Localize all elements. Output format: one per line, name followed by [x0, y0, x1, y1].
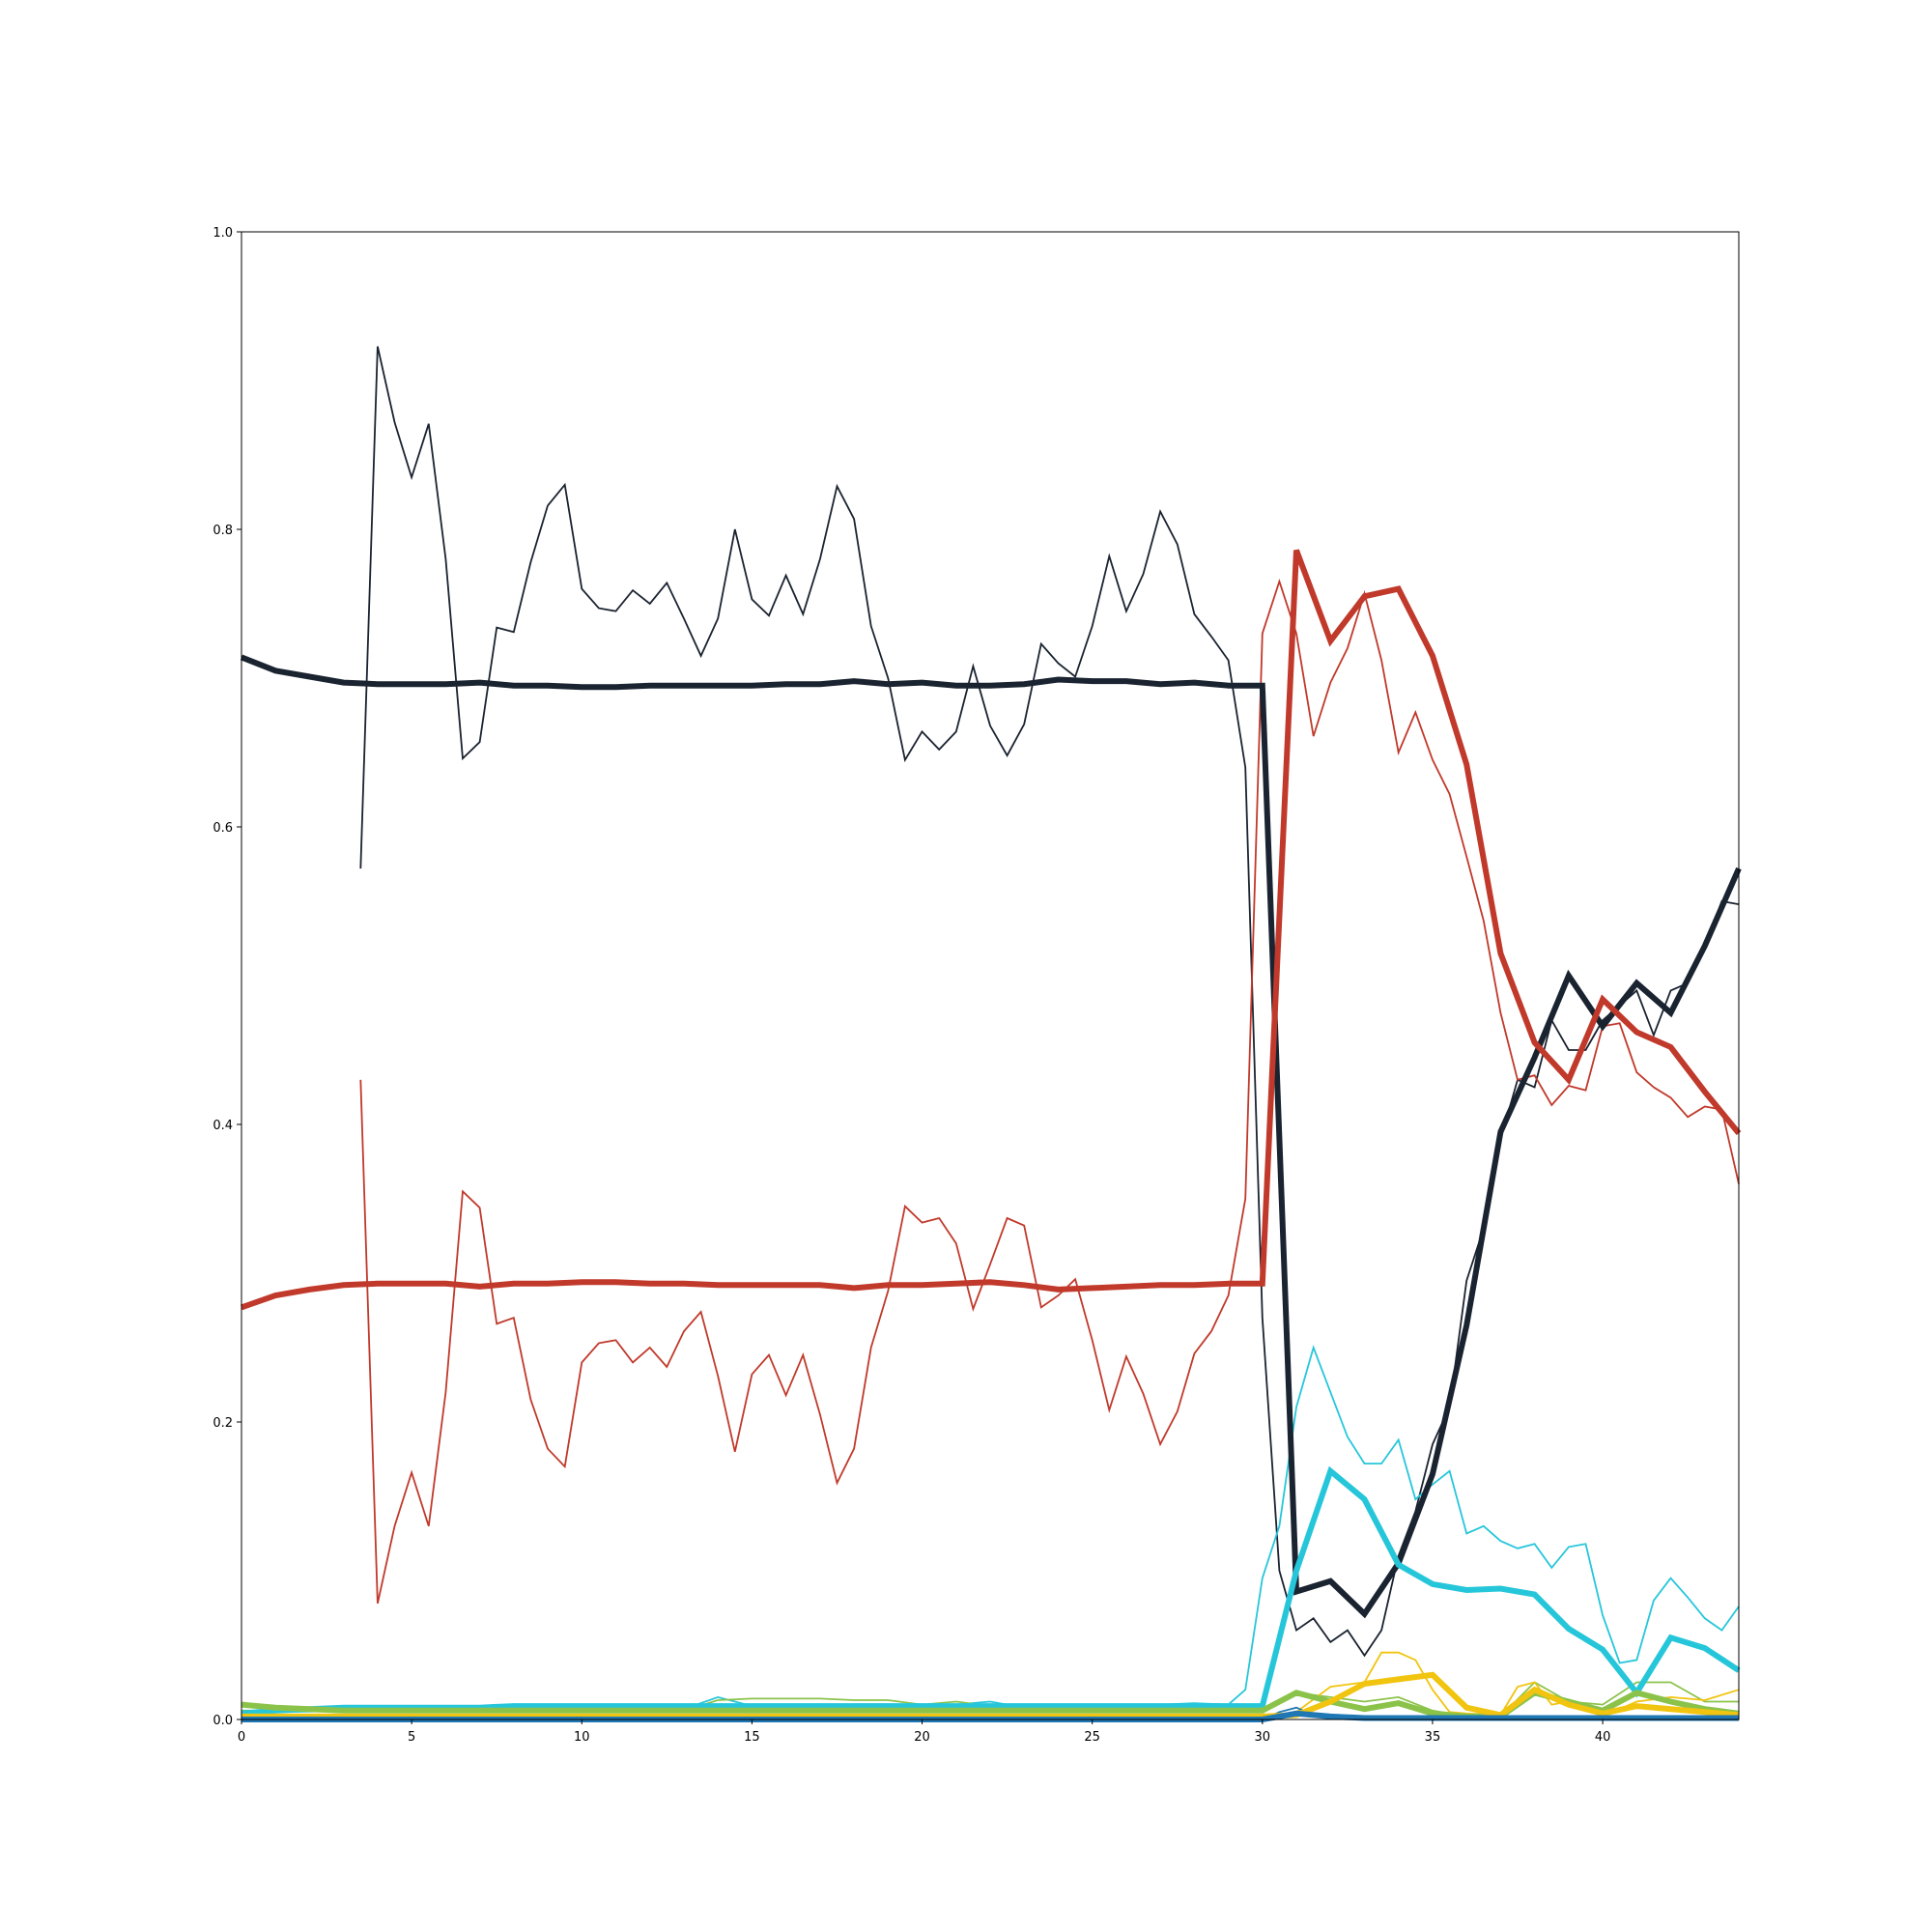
- series-line-1-thick: [240, 654, 1742, 1619]
- y-tick-label: 0.4: [213, 1119, 233, 1133]
- y-tick-label: 0.6: [213, 821, 233, 836]
- plot-frame: [241, 231, 1740, 1720]
- series-line-3-thick: [241, 549, 1742, 1311]
- y-tick-label: 0.0: [213, 1714, 233, 1728]
- x-tick-label: 40: [1595, 1730, 1611, 1745]
- series-layer: [240, 346, 1742, 1722]
- x-tick-label: 25: [1084, 1730, 1100, 1745]
- x-tick-label: 15: [744, 1730, 760, 1745]
- y-tick-label: 0.8: [213, 524, 233, 538]
- series-line-5-thick: [241, 1465, 1741, 1717]
- x-tick-label: 35: [1425, 1730, 1441, 1745]
- series-line-9-thick: [242, 1671, 1740, 1719]
- y-tick-label: 0.2: [213, 1416, 233, 1431]
- x-tick-label: 20: [914, 1730, 930, 1745]
- x-tick-label: 30: [1255, 1730, 1271, 1745]
- x-tick-label: 10: [574, 1730, 590, 1745]
- y-tick-label: 1.0: [213, 226, 233, 241]
- x-tick-label: 5: [408, 1730, 415, 1745]
- series-line-2-thin: [359, 579, 1740, 1605]
- x-axis: 0 5 10 15 20 25 30 35 40: [238, 1719, 1611, 1745]
- x-tick-label: 0: [238, 1730, 245, 1745]
- y-axis: 0.0 0.2 0.4 0.6 0.8 1.0: [213, 226, 242, 1728]
